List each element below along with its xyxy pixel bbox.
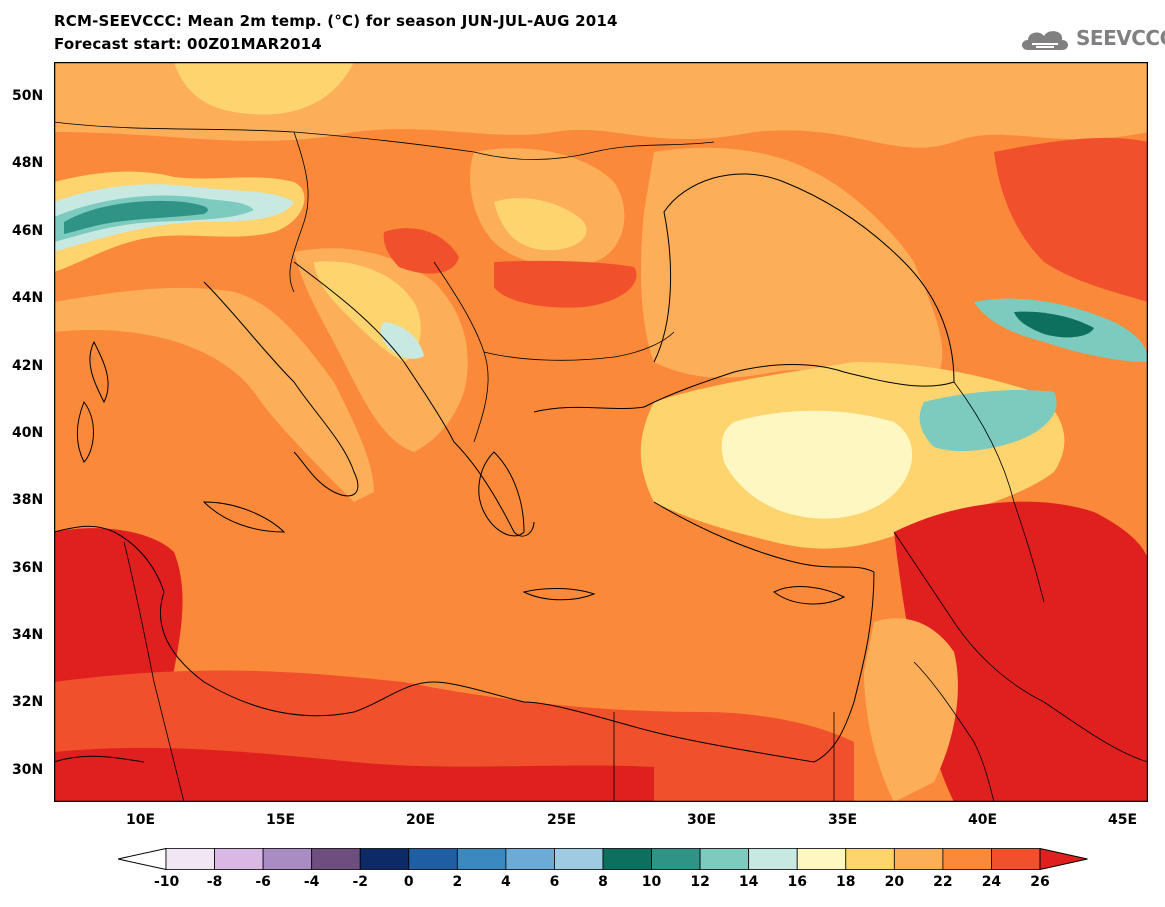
latitude-label: 36N [12,560,44,576]
longitude-label: 35E [828,812,858,828]
colorbar-tick-label: 14 [738,874,759,890]
latitude-label: 30N [12,762,44,778]
colorbar-swatch [214,848,264,870]
colorbar-swatch [165,848,215,870]
colorbar-tick-label: -8 [206,874,223,890]
colorbar-under-triangle [117,847,167,871]
colorbar-swatch [651,848,701,870]
forecast-start-label: Forecast start: 00Z01MAR2014 [54,35,322,53]
colorbar-tick-label: 2 [452,874,463,890]
coastlines [54,173,955,763]
colorbar-tick-label: 10 [641,874,662,890]
field-anatolia-high [721,410,913,519]
colorbar-swatch [845,848,895,870]
latitude-label: 34N [12,627,44,643]
country-borders [54,121,1148,802]
colorbar-tick-label: 8 [598,874,608,890]
latitude-label: 32N [12,694,44,710]
latitude-label: 42N [12,358,44,374]
field-danube-warm [494,260,637,308]
colorbar-tick-label: 20 [884,874,905,890]
longitude-label: 25E [547,812,577,828]
seevccc-logo: SEEVCCC [1018,22,1165,58]
colorbar-swatch [991,848,1041,870]
colorbar-tick-label: 4 [501,874,511,890]
colorbar-tick-label: -6 [255,874,271,890]
field-levant-highland [864,618,958,802]
colorbar-swatch [602,848,652,870]
colorbar-swatch [456,848,507,870]
field-pannonian-warm [383,228,459,274]
field-alps-coldest [64,200,208,234]
colorbar-swatch [359,848,410,870]
field-caucasus-cold [1014,311,1094,338]
longitude-label: 15E [266,812,296,828]
field-italy-apennine [54,287,374,502]
colorbar-tick-label: -4 [303,874,320,890]
colorbar-tick-label: 18 [836,874,856,890]
colorbar-swatch [554,848,604,870]
colorbar-swatch [311,848,361,870]
colorbar-swatch [699,848,750,870]
colorbar-over-triangle [1039,847,1088,871]
colorbar-tick-label: 26 [1030,874,1050,890]
colorbar-swatch [505,848,555,870]
longitude-label: 10E [126,812,156,828]
colorbar-tick-label: 22 [933,874,953,890]
field-caspian-steppe [994,137,1148,302]
latitude-label: 40N [12,425,44,441]
colorbar-tick-label: 16 [787,874,807,890]
cloud-icon [1022,31,1068,50]
colorbar-swatch [942,848,992,870]
field-mesopotamia [894,501,1148,802]
longitude-label: 20E [406,812,436,828]
longitude-label: 30E [687,812,717,828]
longitude-label: 40E [968,812,998,828]
latitude-label: 44N [12,290,44,306]
field-sahara [54,747,654,802]
chart-title: RCM-SEEVCCC: Mean 2m temp. (°C) for seas… [54,12,618,30]
colorbar-swatch [262,848,313,870]
colorbar-swatch [796,848,847,870]
colorbar-swatch [748,848,798,870]
field-carpathians-high [494,198,587,251]
latitude-label: 38N [12,492,44,508]
colorbar-tick-label: 6 [549,874,560,890]
colorbar-tick-label: 0 [403,874,414,890]
logo-text: SEEVCCC [1076,26,1165,50]
field-east-anatolia [919,390,1057,452]
colorbar [117,847,1088,871]
field-dinaric-cool [380,322,424,359]
colorbar-tick-label: -2 [352,874,368,890]
colorbar-swatch [408,848,458,870]
temperature-map [53,61,1149,803]
colorbar-tick-label: -10 [154,874,180,890]
colorbar-swatch [893,848,944,870]
field-alps-north [174,62,354,115]
latitude-label: 48N [12,155,44,171]
latitude-label: 50N [12,88,44,104]
colorbar-tick-label: 24 [981,874,1002,890]
latitude-label: 46N [12,223,44,239]
longitude-label: 45E [1108,812,1138,828]
colorbar-tick-label: 12 [690,874,710,890]
map-frame [53,61,1149,803]
field-black-sea [641,147,943,385]
